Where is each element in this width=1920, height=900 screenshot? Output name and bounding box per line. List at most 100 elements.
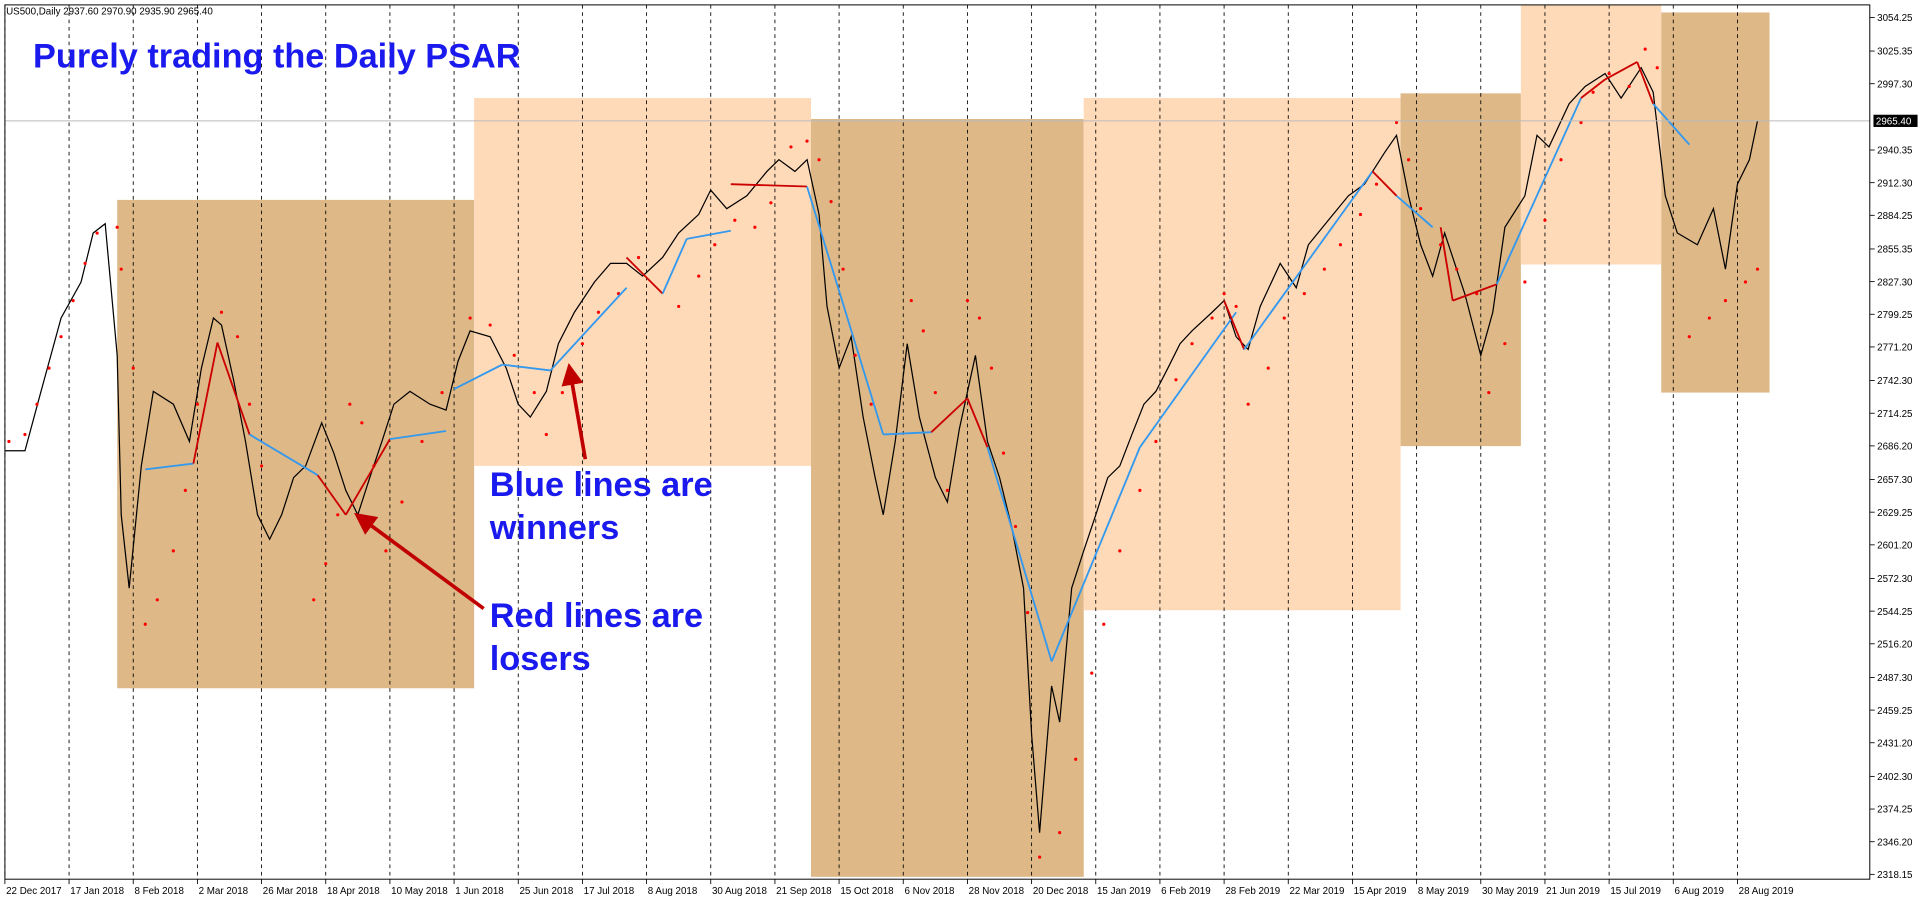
x-tick-label: 30 Aug 2018 (712, 886, 767, 897)
psar-dot (544, 432, 548, 437)
psar-dot (829, 200, 833, 204)
x-tick-label: 6 Aug 2019 (1675, 886, 1725, 897)
y-tick-label: 3025.35 (1877, 47, 1913, 58)
psar-dot (1190, 342, 1194, 346)
trade-line (1580, 78, 1606, 99)
psar-dot (83, 261, 87, 265)
psar-dot (1707, 316, 1711, 320)
trade-line (1371, 170, 1398, 197)
psar-dot (400, 500, 404, 504)
psar-dot (869, 402, 873, 406)
psar-dot (596, 310, 601, 314)
y-tick-label: 2940.35 (1877, 146, 1913, 157)
psar-dot (1627, 84, 1631, 88)
psar-dot (1394, 120, 1399, 125)
x-tick-label: 22 Mar 2019 (1289, 886, 1344, 897)
zone (474, 98, 812, 466)
x-tick-label: 17 Jul 2018 (584, 886, 635, 897)
zone (117, 199, 475, 689)
annotation: Blue lines are (490, 466, 713, 504)
psar-dot (1643, 47, 1647, 51)
psar-dot (1001, 451, 1006, 455)
trade-line (883, 431, 932, 436)
psar-dot (7, 439, 11, 444)
psar-dot (1338, 243, 1342, 247)
psar-dot (1419, 207, 1423, 211)
trade-line (1636, 61, 1655, 105)
psar-dot (965, 299, 970, 303)
psar-dot (989, 366, 994, 370)
psar-dot (1687, 335, 1691, 339)
trade-line (806, 186, 885, 435)
y-tick-label: 2516.20 (1877, 639, 1913, 650)
psar-dot (1138, 488, 1142, 492)
trade-line (1223, 300, 1246, 350)
psar-dot (119, 267, 123, 271)
psar-dot (1234, 304, 1238, 309)
psar-dot (1723, 299, 1728, 303)
psar-dot (512, 353, 516, 357)
trade-line (192, 342, 219, 464)
psar-dot (677, 304, 681, 309)
psar-dot (789, 145, 793, 149)
psar-dot (488, 323, 492, 327)
x-tick-label: 22 Dec 2017 (6, 886, 61, 897)
trade-line (502, 363, 551, 372)
annotation: Red lines are (490, 597, 703, 635)
psar-dot (713, 243, 717, 247)
psar-dot (1406, 158, 1411, 162)
y-tick-label: 2601.20 (1877, 541, 1913, 552)
psar-dot (468, 316, 472, 320)
x-tick-label: 15 Jan 2019 (1097, 886, 1151, 897)
x-tick-label: 18 Apr 2018 (327, 886, 380, 897)
axes-layer: 22 Dec 2017 17 Jan 2018 8 Feb 2018 2 Mar 20… (4, 4, 1918, 897)
psar-dot (247, 402, 252, 406)
x-tick-label: 30 May 2019 (1482, 886, 1539, 897)
y-tick-label: 2318.15 (1877, 870, 1913, 881)
trade-line (625, 256, 664, 295)
trade-line (1452, 283, 1498, 302)
x-tick-label: 15 Jul 2019 (1610, 886, 1661, 897)
x-tick-label: 2 Mar 2018 (199, 886, 249, 897)
psar-dot (1579, 120, 1583, 125)
psar-dot (1755, 267, 1760, 271)
psar-dot (532, 390, 536, 395)
psar-dot (1013, 524, 1018, 529)
y-tick-label: 2431.20 (1877, 738, 1913, 749)
psar-dot (1118, 549, 1122, 553)
trade-line (1652, 103, 1691, 146)
psar-dot (1266, 366, 1270, 370)
trade-line (1395, 195, 1434, 228)
psar-dot (1503, 342, 1507, 346)
trade-line (389, 430, 447, 441)
psar-dot (35, 402, 39, 406)
zone (1661, 12, 1770, 393)
y-tick-label: 2459.25 (1877, 706, 1913, 717)
annotation: losers (490, 640, 591, 678)
y-tick-label: 2686.20 (1877, 442, 1913, 453)
y-tick-label: 2657.30 (1877, 475, 1913, 486)
psar-dot (1743, 280, 1748, 284)
x-tick-label: 15 Oct 2018 (840, 886, 894, 897)
psar-dot (23, 432, 27, 437)
psar-dot (348, 402, 352, 406)
psar-dot (1074, 757, 1078, 761)
y-tick-label: 2912.30 (1877, 178, 1913, 189)
x-tick-label: 25 Jun 2018 (519, 886, 573, 897)
psar-dot (1058, 831, 1062, 835)
trade-line (145, 462, 194, 471)
psar-dot (47, 366, 51, 370)
marks-layer (4, 47, 1870, 859)
zones-layer (117, 4, 1770, 877)
x-tick-label: 20 Dec 2018 (1033, 886, 1089, 897)
trade-line (1139, 311, 1237, 448)
y-tick-label: 2884.25 (1877, 211, 1913, 222)
last-price-label: 2965.40 (1876, 117, 1912, 128)
trade-line (344, 438, 391, 516)
x-tick-label: 10 May 2018 (391, 886, 448, 897)
psar-dot (183, 488, 187, 492)
psar-dot (1607, 71, 1611, 76)
x-tick-label: 6 Feb 2019 (1161, 886, 1211, 897)
psar-dot (312, 598, 316, 602)
psar-dot (71, 299, 75, 303)
